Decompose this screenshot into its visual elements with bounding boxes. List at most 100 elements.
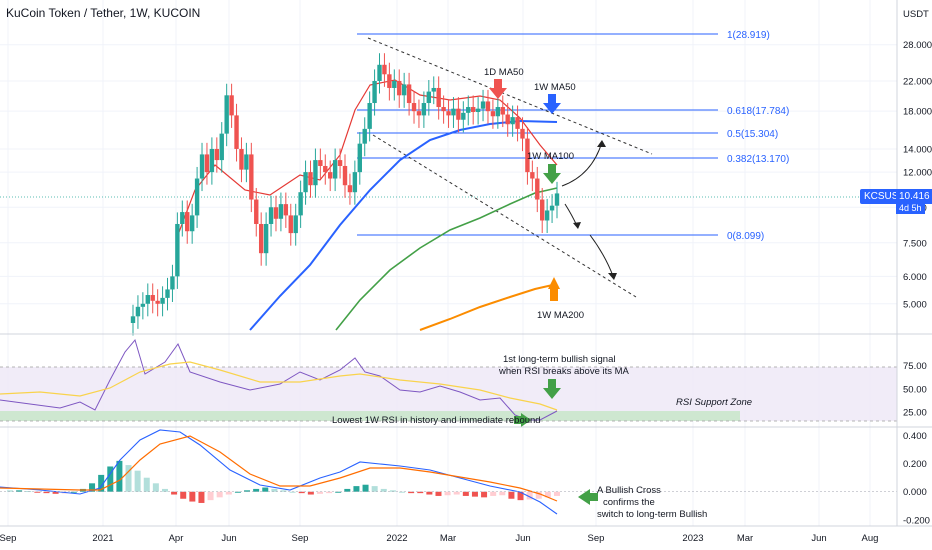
- projection-arrow-down-2: [589, 234, 614, 277]
- time-axis[interactable]: Sep 2021 Apr Jun Sep 2022 Mar Jun Sep 2023 Mar Jun A…: [0, 533, 878, 544]
- candle-body: [416, 111, 422, 116]
- macd-histogram-bar: [198, 491, 205, 503]
- macd-histogram-bar: [171, 491, 178, 495]
- ma50-1d-label: 1D MA50: [484, 67, 524, 78]
- ma100-1w-label: 1W MA100: [527, 151, 574, 162]
- macd-histogram-bar: [554, 491, 560, 496]
- candle-body: [249, 154, 254, 200]
- candle-body: [254, 199, 259, 224]
- y-tick-label: 7.500: [903, 238, 927, 249]
- candle-body: [234, 115, 239, 149]
- candle-body: [466, 107, 471, 113]
- candle-body: [219, 133, 224, 161]
- rsi-signal-label-1: 1st long-term bullish signal: [503, 354, 615, 365]
- projection-arrowhead-up: [597, 140, 606, 147]
- macd-histogram-bar: [298, 491, 305, 494]
- rsi-tick-label: 25.00: [903, 407, 927, 418]
- x-tick-label: Mar: [440, 533, 456, 544]
- x-tick-label: 2023: [682, 533, 703, 544]
- macd-histogram-bar: [526, 491, 533, 500]
- candle-body: [554, 193, 560, 206]
- ma50-1d-arrow: [489, 79, 507, 99]
- macd-histogram-bar: [89, 483, 96, 492]
- candle-body: [456, 108, 461, 120]
- x-tick-label: Sep: [0, 533, 16, 544]
- macd-histogram-bar: [43, 491, 50, 494]
- rsi-tick-label: 75.00: [903, 361, 927, 372]
- candle-body: [185, 212, 190, 232]
- price-axis[interactable]: 5.0006.0007.5009.50012.00014.00018.00022…: [903, 40, 932, 526]
- rsi-support-label: RSI Support Zone: [676, 397, 752, 408]
- candle-body: [323, 165, 328, 173]
- macd-histogram-bar: [244, 490, 251, 492]
- ma200-1w-line: [419, 283, 558, 331]
- candle-body: [268, 207, 274, 224]
- lowest-rsi-arrow: [514, 413, 531, 427]
- macd-histogram-bar: [271, 488, 278, 492]
- moving-averages: [175, 79, 558, 331]
- candle-body: [387, 74, 392, 88]
- candle-body: [397, 80, 402, 96]
- macd-histogram-bar: [408, 491, 415, 494]
- macd-histogram-bar: [161, 488, 168, 492]
- candle-body: [313, 160, 318, 186]
- candle-body: [303, 172, 308, 193]
- macd-histogram-bar: [216, 491, 223, 498]
- candle-body: [150, 295, 155, 301]
- bullish-cross-arrow: [578, 489, 598, 505]
- macd-histogram-bar: [107, 466, 114, 492]
- macd-histogram-bar: [316, 491, 323, 494]
- macd-histogram-bar: [453, 491, 460, 495]
- x-tick-label: Sep: [588, 533, 605, 544]
- macd-histogram-bar: [143, 477, 150, 492]
- macd-histogram-bar: [481, 491, 488, 498]
- macd-tick-label: -0.200: [903, 515, 930, 526]
- fib-label-0382: 0.382(13.170): [727, 154, 789, 165]
- chart-title: KuCoin Token / Tether, 1W, KUCOIN: [6, 6, 201, 20]
- macd-tick-label: 0.000: [903, 487, 927, 498]
- candle-body: [436, 87, 441, 108]
- candle-body: [194, 178, 200, 216]
- macd-histogram-bar: [499, 491, 506, 496]
- candle-body: [140, 303, 146, 307]
- candle-body: [229, 95, 234, 116]
- candles: [130, 53, 560, 336]
- macd-histogram-bar: [207, 491, 214, 501]
- candle-body: [308, 172, 313, 186]
- fib-label-0: 0(8.099): [727, 231, 764, 242]
- macd-histogram-bar: [426, 491, 433, 495]
- projection-arrowhead-down-1: [573, 222, 581, 229]
- candle-body: [441, 107, 446, 112]
- macd-histogram-bar: [189, 491, 196, 502]
- x-tick-label: Apr: [169, 533, 184, 544]
- candle-body: [377, 64, 382, 81]
- candle-body: [392, 80, 397, 88]
- candle-body: [283, 204, 289, 216]
- candle-body: [500, 107, 505, 115]
- candle-body: [535, 178, 540, 200]
- candle-body: [446, 111, 451, 116]
- macd-histogram-bar: [380, 488, 387, 492]
- y-tick-label: 6.000: [903, 272, 927, 283]
- x-tick-label: Jun: [221, 533, 236, 544]
- macd-histogram-bar: [152, 483, 159, 492]
- lowest-rsi-label: Lowest 1W RSI in history and immediate r…: [332, 415, 541, 426]
- rsi-tick-label: 50.00: [903, 384, 927, 395]
- fib-label-1: 1(28.919): [727, 30, 770, 41]
- bullish-cross-label-3: switch to long-term Bullish: [597, 509, 707, 520]
- macd-histogram-bar: [98, 474, 105, 492]
- candle-body: [451, 108, 456, 116]
- macd-histogram-bar: [280, 490, 287, 492]
- candle-body: [382, 64, 387, 75]
- candle-body: [263, 223, 269, 254]
- candle-body: [298, 192, 303, 216]
- x-tick-label: Jun: [811, 533, 826, 544]
- macd-histogram-bar: [353, 486, 360, 492]
- candle-body: [347, 185, 353, 193]
- candle-body: [406, 84, 412, 104]
- rsi-line: [0, 338, 558, 421]
- candle-body: [342, 165, 348, 186]
- candle-body: [525, 138, 530, 173]
- channel-lower[interactable]: [372, 134, 637, 298]
